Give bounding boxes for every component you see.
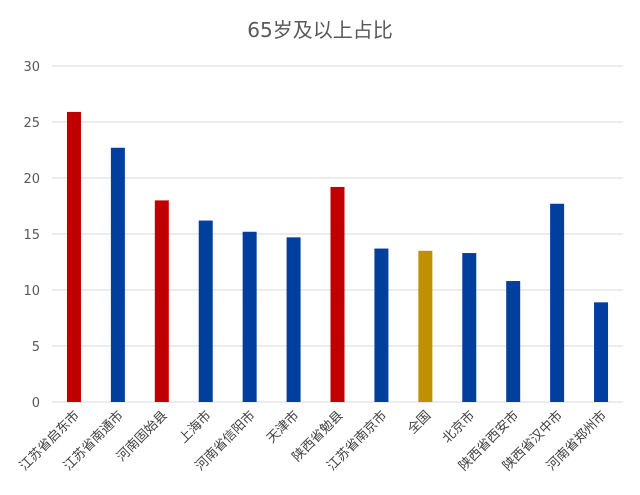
y-tick-label: 25 xyxy=(23,116,40,131)
bar-2 xyxy=(110,147,125,402)
bar-13 xyxy=(594,302,609,402)
bar-12 xyxy=(550,203,565,402)
bar-5 xyxy=(242,231,257,402)
bar-10 xyxy=(462,253,477,402)
y-tick-label: 30 xyxy=(23,60,40,75)
bar-8 xyxy=(374,248,389,402)
bar-9 xyxy=(418,250,433,402)
bar-1 xyxy=(66,111,81,403)
x-category-label: 上海市 xyxy=(176,408,215,447)
chart-title: 65岁及以上占比 xyxy=(247,18,392,42)
x-category-label: 全国 xyxy=(404,408,434,438)
bar-7 xyxy=(330,186,345,402)
bar-3 xyxy=(154,200,169,402)
y-axis-ticks: 0 5 10 15 20 25 30 xyxy=(23,60,40,411)
x-category-label: 天津市 xyxy=(264,408,303,447)
y-tick-label: 5 xyxy=(32,340,40,355)
bar-6 xyxy=(286,237,301,402)
y-tick-label: 10 xyxy=(23,284,40,299)
bar-4 xyxy=(198,220,213,402)
y-tick-label: 20 xyxy=(23,172,40,187)
bar-11 xyxy=(506,281,521,402)
bars xyxy=(66,111,609,403)
y-tick-label: 15 xyxy=(23,228,40,243)
x-category-label: 北京市 xyxy=(439,408,478,447)
y-tick-label: 0 xyxy=(32,396,40,411)
